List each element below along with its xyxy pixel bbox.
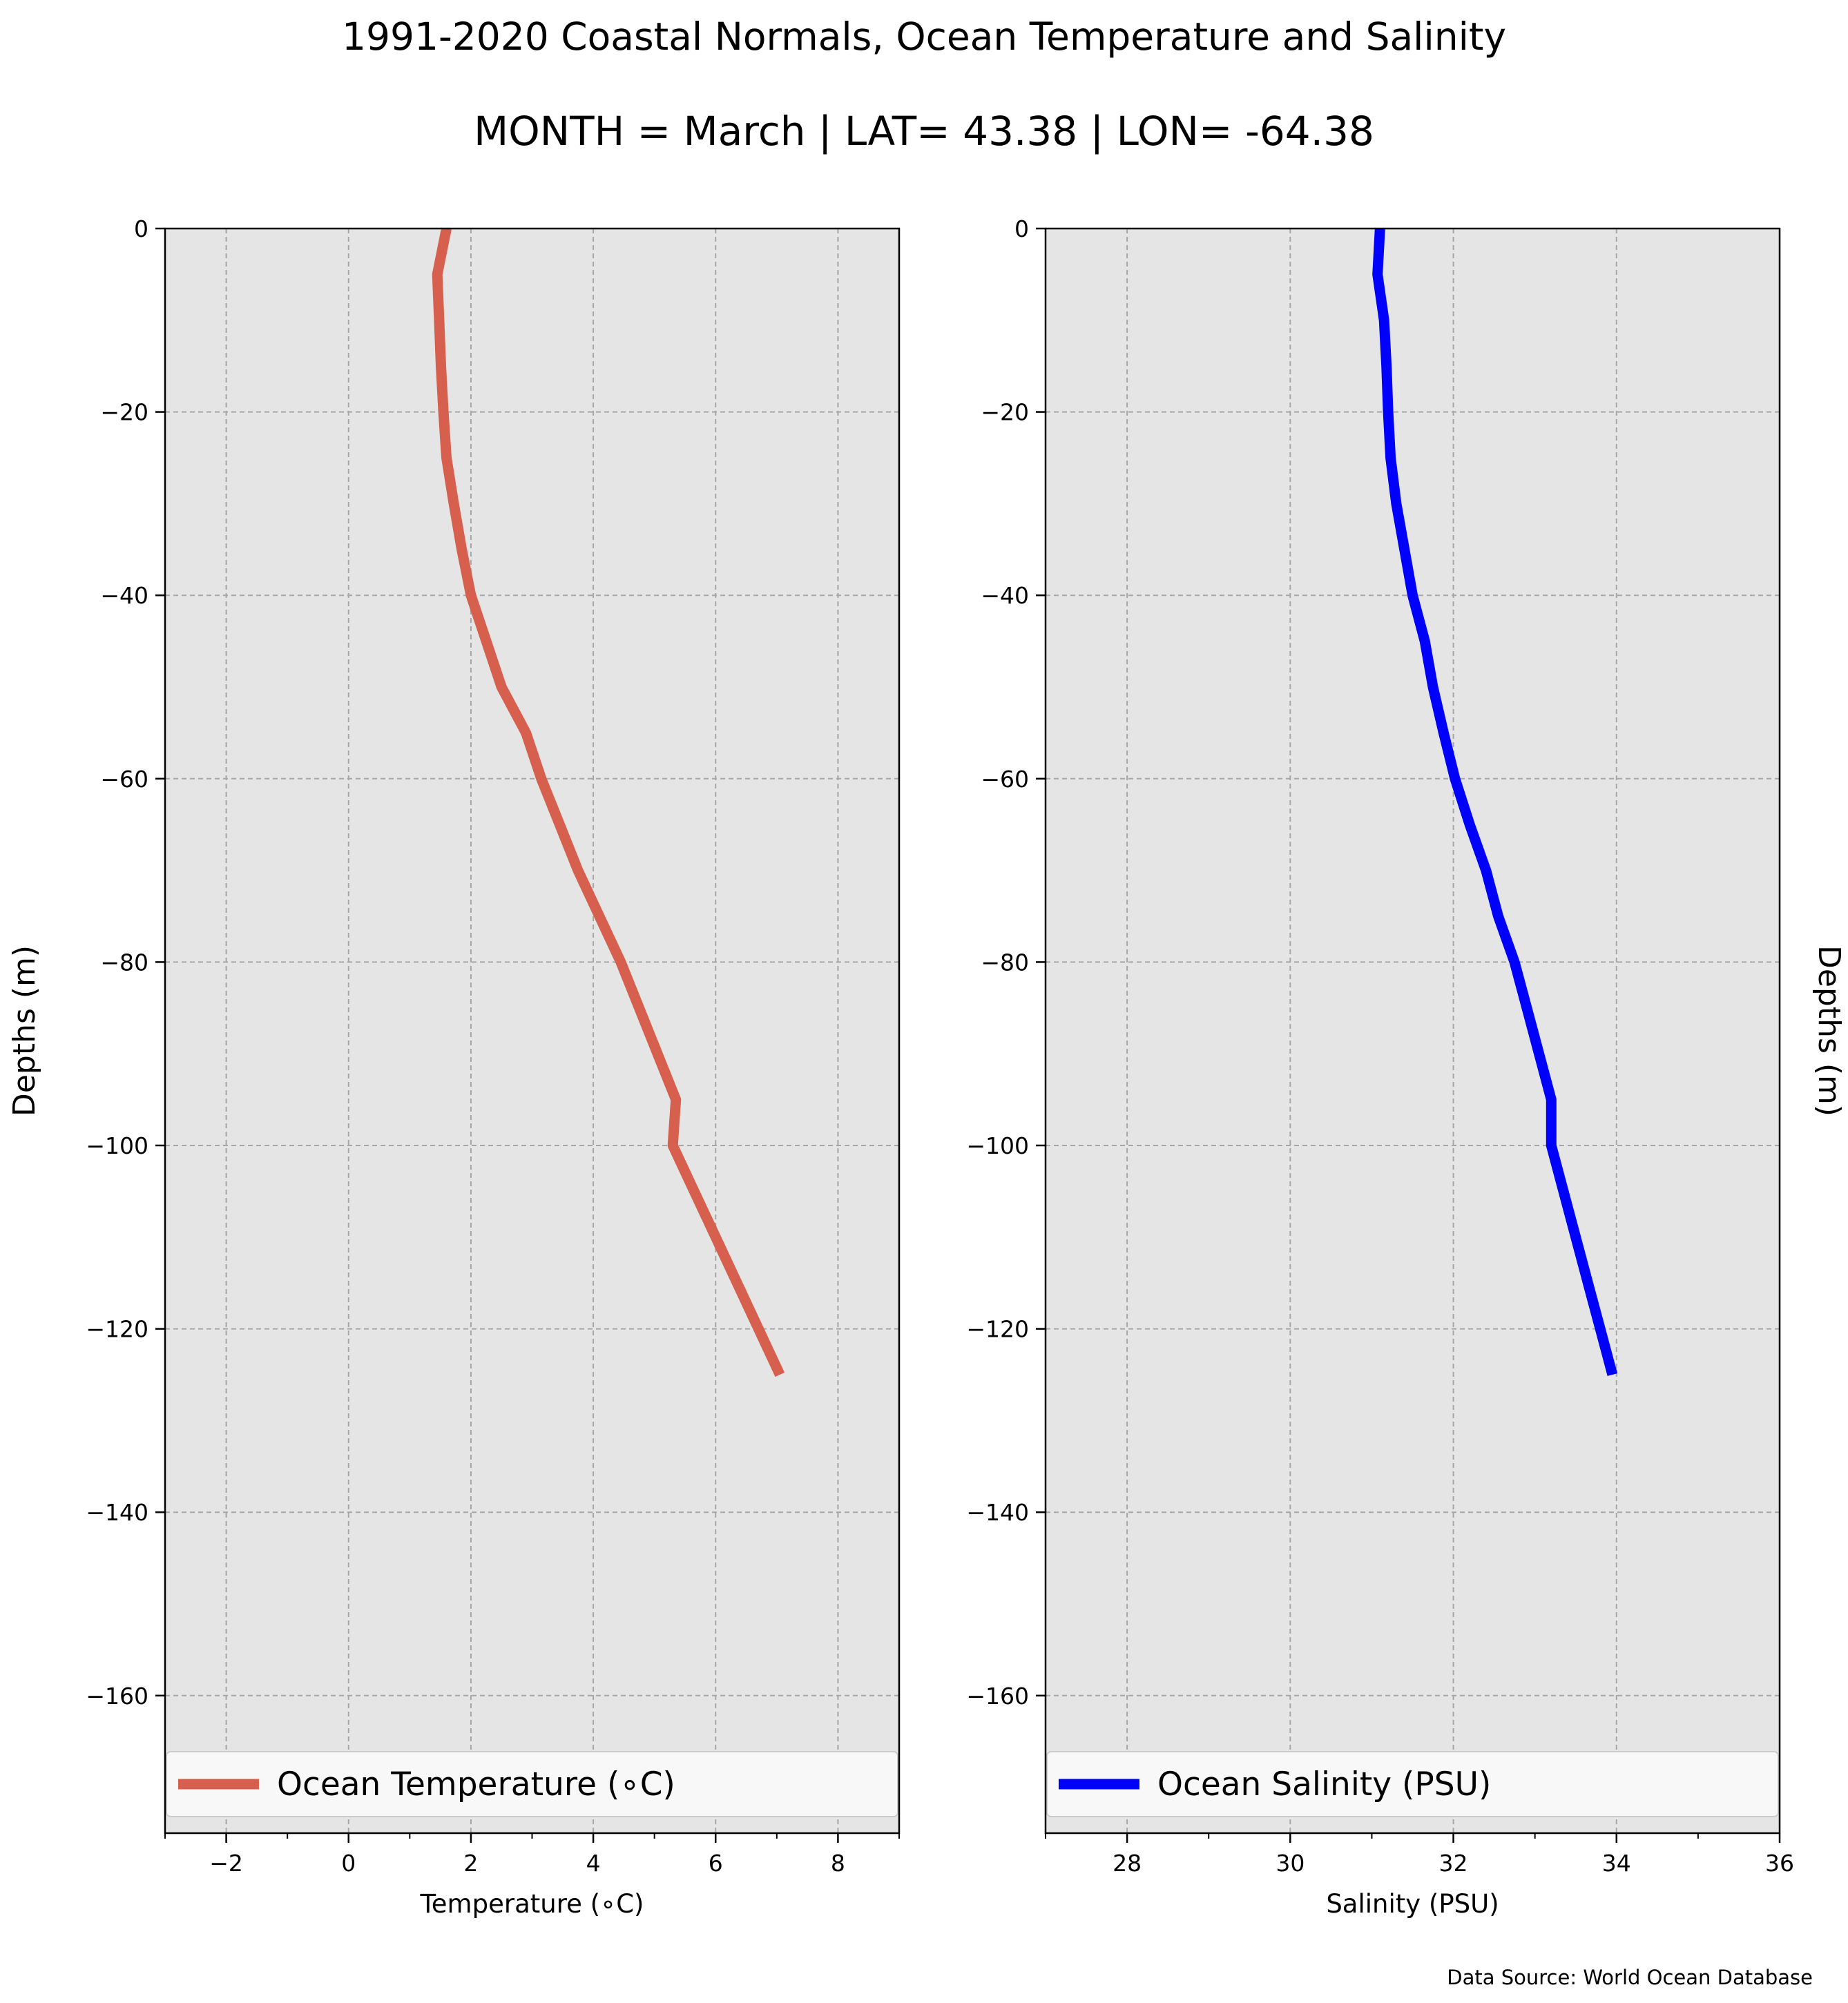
sal-xtick-label-3: 34 [1602, 1850, 1631, 1877]
temp-ytick-label-7: −140 [86, 1499, 148, 1526]
data-source-note: Data Source: World Ocean Database [1447, 1966, 1813, 1989]
sal-series-line [1372, 228, 1618, 1376]
sal-ytick-label-2: −40 [981, 582, 1029, 609]
sal-yaxis-label: Depths (m) [1811, 945, 1847, 1116]
temp-ytick-label-6: −120 [86, 1316, 148, 1343]
temp-legend-label: Ocean Temperature (∘C) [277, 1765, 675, 1803]
temp-xtick-label-1: 0 [341, 1850, 356, 1877]
temp-ytick-label-8: −160 [86, 1683, 148, 1710]
temp-xtick-label-0: −2 [209, 1850, 243, 1877]
figure-title: 1991-2020 Coastal Normals, Ocean Tempera… [342, 14, 1506, 59]
sal-xtick-label-4: 36 [1765, 1850, 1794, 1877]
figure-subtitle: MONTH = March | LAT= 43.38 | LON= -64.38 [474, 108, 1374, 155]
temp-ytick-label-2: −40 [100, 582, 148, 609]
temp-ytick-label-4: −80 [100, 949, 148, 976]
temp-ytick-label-1: −20 [100, 399, 148, 426]
sal-ytick-label-0: 0 [1014, 215, 1029, 242]
temp-legend-box [166, 1751, 898, 1817]
temp-xaxis-label: Temperature (∘C) [419, 1889, 644, 1919]
sal-xtick-label-0: 28 [1113, 1850, 1142, 1877]
sal-axes-frame [1044, 227, 1781, 1835]
sal-ytick-label-5: −100 [966, 1132, 1029, 1159]
sal-xtick-label-2: 32 [1439, 1850, 1468, 1877]
temp-ytick-label-5: −100 [86, 1132, 148, 1159]
sal-ytick-label-8: −160 [966, 1683, 1029, 1710]
temp-ytick-label-0: 0 [134, 215, 148, 242]
sal-ytick-label-6: −120 [966, 1316, 1029, 1343]
sal-xaxis-label: Salinity (PSU) [1326, 1889, 1499, 1919]
temp-xtick-label-5: 8 [831, 1850, 845, 1877]
sal-plot-area [1046, 229, 1780, 1833]
temp-plot-area [165, 229, 899, 1833]
temp-ytick-label-3: −60 [100, 766, 148, 793]
sal-legend-box [1046, 1751, 1779, 1817]
sal-xtick-label-1: 30 [1276, 1850, 1305, 1877]
temp-yaxis-label: Depths (m) [7, 945, 42, 1116]
sal-ytick-label-7: −140 [966, 1499, 1029, 1526]
salinity-panel: Ocean Salinity (PSU) 0 −20 −40 −60 −80 −100 −12… [966, 215, 1847, 1919]
sal-ytick-label-1: −20 [981, 399, 1029, 426]
sal-ytick-label-4: −80 [981, 949, 1029, 976]
sal-legend-label: Ocean Salinity (PSU) [1157, 1765, 1491, 1803]
temp-xtick-label-4: 6 [709, 1850, 723, 1877]
temperature-panel: Ocean Temperature (∘C)0−20−40−60−80−100−… [7, 215, 901, 1919]
temp-series-line [432, 227, 785, 1377]
temp-xtick-label-3: 4 [586, 1850, 601, 1877]
temp-xtick-label-2: 2 [463, 1850, 478, 1877]
sal-ytick-label-3: −60 [981, 766, 1029, 793]
